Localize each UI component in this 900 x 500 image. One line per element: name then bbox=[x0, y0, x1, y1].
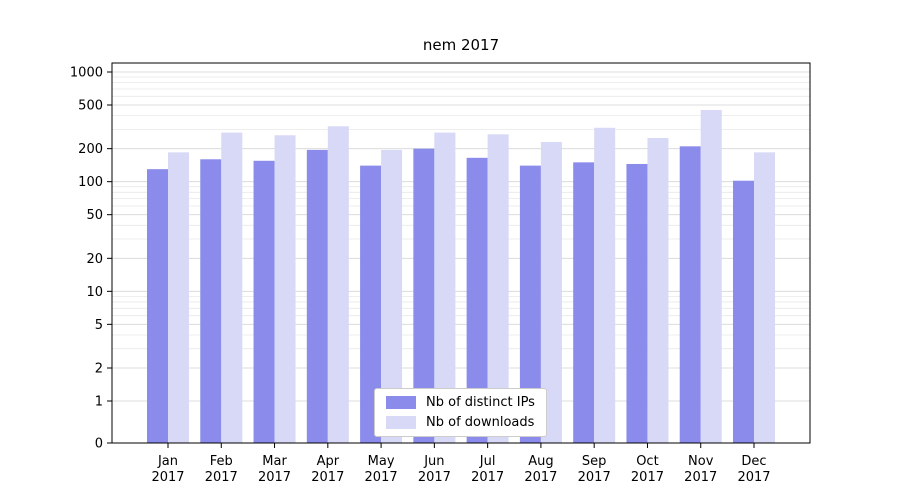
x-tick-label-year: 2017 bbox=[524, 470, 557, 485]
bar-distinct-ips-9 bbox=[626, 163, 648, 443]
x-tick-label-month: Jan bbox=[157, 454, 178, 469]
bar-distinct-ips-11 bbox=[733, 180, 754, 443]
y-tick-label: 1000 bbox=[70, 66, 103, 81]
bar-distinct-ips-4 bbox=[360, 165, 382, 443]
y-tick-label: 200 bbox=[78, 142, 103, 157]
legend-label-downloads: Nb of downloads bbox=[426, 415, 535, 430]
bar-downloads-9 bbox=[647, 138, 669, 443]
x-tick-label-year: 2017 bbox=[684, 470, 717, 485]
chart-title: nem 2017 bbox=[423, 36, 499, 54]
x-tick-label-year: 2017 bbox=[631, 470, 664, 485]
y-tick-label: 10 bbox=[86, 285, 103, 300]
x-tick-label-month: Apr bbox=[317, 454, 340, 469]
bar-distinct-ips-2 bbox=[253, 160, 275, 443]
x-tick-label-year: 2017 bbox=[578, 470, 611, 485]
y-tick-label: 100 bbox=[78, 175, 103, 190]
bar-downloads-10 bbox=[700, 110, 722, 443]
x-tick-label-month: Oct bbox=[636, 454, 658, 469]
x-tick-label-month: Sep bbox=[582, 454, 607, 469]
bar-downloads-5 bbox=[434, 132, 456, 443]
bar-distinct-ips-10 bbox=[679, 146, 701, 443]
x-tick-label-year: 2017 bbox=[737, 470, 770, 485]
y-tick-label: 0 bbox=[95, 437, 103, 452]
bar-downloads-6 bbox=[487, 134, 509, 443]
bar-downloads-7 bbox=[540, 141, 562, 443]
bar-downloads-0 bbox=[168, 152, 189, 444]
x-tick-label-year: 2017 bbox=[151, 470, 184, 485]
legend-swatch-downloads bbox=[386, 416, 416, 429]
x-tick-label-month: Jun bbox=[423, 454, 444, 469]
y-tick-label: 50 bbox=[86, 208, 103, 223]
x-tick-label-month: Nov bbox=[688, 454, 714, 469]
x-tick-label-month: Jul bbox=[479, 454, 496, 469]
legend-swatch-distinct-ips bbox=[386, 396, 416, 409]
bar-distinct-ips-8 bbox=[573, 162, 595, 443]
y-tick-label: 20 bbox=[86, 252, 103, 267]
legend-item-distinct-ips: Nb of distinct IPs bbox=[386, 396, 535, 409]
x-tick-label-year: 2017 bbox=[365, 470, 398, 485]
bar-downloads-2 bbox=[274, 135, 296, 443]
chart-legend: Nb of distinct IPs Nb of downloads bbox=[374, 388, 547, 437]
x-tick-label-month: May bbox=[368, 454, 395, 469]
bar-downloads-8 bbox=[594, 127, 616, 443]
y-tick-label: 500 bbox=[78, 99, 103, 114]
x-tick-label-month: Feb bbox=[210, 454, 233, 469]
plot-border bbox=[111, 62, 811, 444]
y-tick-label: 5 bbox=[95, 318, 103, 333]
bar-distinct-ips-1 bbox=[200, 159, 222, 444]
y-tick-label: 2 bbox=[95, 361, 103, 376]
bar-downloads-11 bbox=[754, 152, 775, 444]
bar-distinct-ips-3 bbox=[306, 149, 328, 443]
x-tick-label-year: 2017 bbox=[205, 470, 238, 485]
y-tick-label: 1 bbox=[95, 395, 103, 410]
x-tick-label-year: 2017 bbox=[258, 470, 291, 485]
x-tick-label-month: Dec bbox=[741, 454, 766, 469]
x-tick-label-year: 2017 bbox=[471, 470, 504, 485]
x-tick-label-year: 2017 bbox=[418, 470, 451, 485]
bar-distinct-ips-0 bbox=[147, 169, 168, 443]
legend-item-downloads: Nb of downloads bbox=[386, 416, 535, 429]
bar-downloads-4 bbox=[381, 149, 403, 443]
bar-distinct-ips-7 bbox=[519, 165, 541, 443]
x-tick-label-month: Aug bbox=[528, 454, 553, 469]
x-tick-label-month: Mar bbox=[262, 454, 287, 469]
bar-distinct-ips-5 bbox=[413, 148, 435, 443]
bar-downloads-1 bbox=[221, 132, 243, 443]
bar-distinct-ips-6 bbox=[466, 157, 488, 444]
bar-downloads-3 bbox=[327, 126, 349, 443]
x-tick-label-year: 2017 bbox=[311, 470, 344, 485]
legend-label-distinct-ips: Nb of distinct IPs bbox=[426, 395, 535, 410]
